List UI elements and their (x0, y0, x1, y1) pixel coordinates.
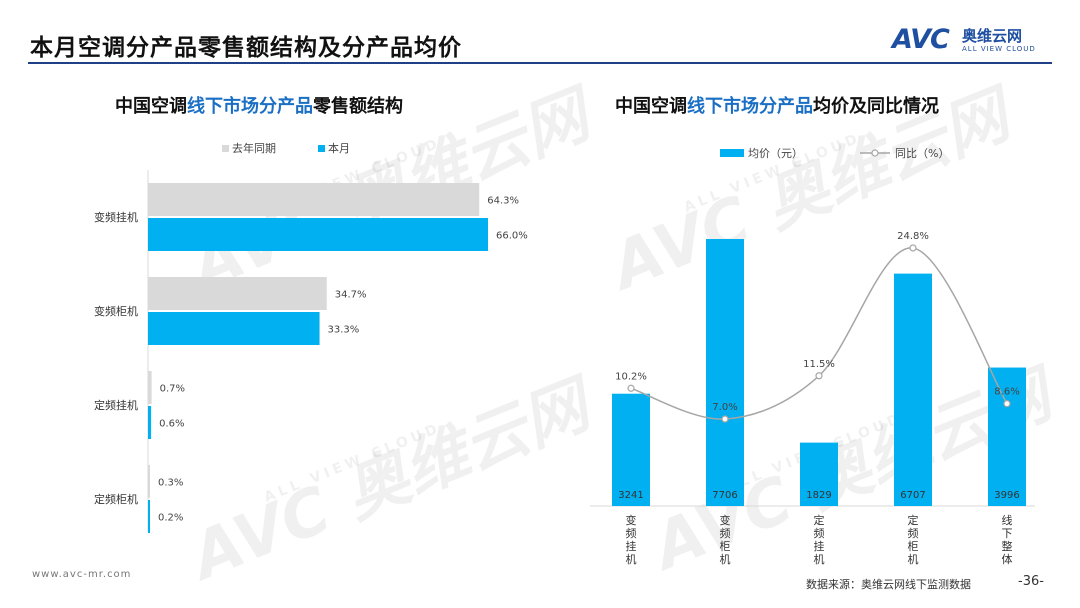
footer-source: 数据来源：奥维云网线下监测数据 (806, 578, 971, 591)
yoy-point (1003, 400, 1011, 408)
yoy-point (815, 372, 823, 380)
yoy-label: 7.0% (712, 402, 737, 413)
right-chart-title: 中国空调线下市场分产品均价及同比情况 (615, 96, 939, 117)
legend-label-last-year: 去年同期 (232, 141, 276, 155)
bar-value-label: 7706 (712, 490, 737, 501)
bar-avg-price (706, 239, 744, 506)
bar-last-year (148, 277, 327, 310)
data-label: 33.3% (328, 325, 360, 336)
legend-marker-yoy (871, 149, 879, 157)
page-number: -36- (1018, 574, 1044, 589)
avg-price-chart: 均价（元） 同比（%） 3241 变频挂机 7706 变频柜机 1829 定频挂机 6707… (590, 147, 1035, 566)
category-label: 变频挂机 (626, 513, 637, 566)
bar-current (148, 406, 152, 439)
category-label: 线下整体 (1002, 513, 1013, 566)
logo-cn-text: 奥维云网 (962, 27, 1023, 45)
yoy-line (630, 247, 1008, 420)
yoy-label: 10.2% (615, 371, 647, 382)
bar-current (148, 218, 488, 251)
yoy-label: 8.6% (994, 387, 1019, 398)
retail-structure-chart: 去年同期 本月 变频挂机 64.3% 66.0% 变频柜机 34.7% 33.3% 定频挂机… (94, 141, 528, 533)
legend-label-avg-price: 均价（元） (748, 147, 803, 160)
data-label: 64.3% (487, 196, 519, 207)
bar-last-year (148, 465, 150, 498)
title-divider (28, 62, 1052, 64)
category-label: 变频柜机 (720, 513, 731, 566)
data-label: 34.7% (335, 290, 367, 301)
data-label: 0.2% (158, 513, 183, 524)
yoy-label: 11.5% (803, 359, 835, 370)
data-label: 0.6% (159, 419, 184, 430)
category-label: 定频挂机 (94, 398, 138, 412)
data-label: 0.7% (160, 384, 185, 395)
legend-swatch-last-year (222, 145, 229, 152)
page-title: 本月空调分产品零售额结构及分产品均价 (30, 35, 462, 61)
footer-url: www.avc-mr.com (32, 569, 132, 580)
bar-value-label: 3241 (618, 490, 643, 501)
bar-value-label: 6707 (900, 490, 925, 501)
data-label: 0.3% (158, 478, 183, 489)
right-legend: 均价（元） 同比（%） (720, 147, 949, 160)
bar-last-year (148, 183, 480, 216)
logo-en-text: ALL VIEW CLOUD (962, 45, 1036, 53)
legend-label-current: 本月 (328, 141, 350, 155)
logo-main-text: AVC (892, 24, 950, 55)
category-label: 定频挂机 (814, 513, 825, 566)
bar-last-year (148, 371, 152, 404)
category-label: 变频柜机 (94, 304, 138, 318)
category-label: 变频挂机 (94, 210, 138, 224)
bar-avg-price (612, 393, 650, 506)
bar-current (148, 500, 150, 533)
bar-avg-price (800, 442, 838, 506)
left-legend: 去年同期 本月 (222, 141, 350, 155)
yoy-point (721, 415, 729, 423)
bar-avg-price (988, 367, 1026, 506)
bar-avg-price (894, 273, 932, 506)
bar-value-label: 1829 (806, 490, 831, 501)
yoy-point (627, 384, 635, 392)
category-label: 定频柜机 (908, 513, 919, 566)
yoy-label: 24.8% (897, 231, 929, 242)
left-chart-title: 中国空调线下市场分产品零售额结构 (115, 96, 403, 117)
legend-swatch-avg-price (720, 149, 744, 157)
bar-value-label: 3996 (994, 490, 1019, 501)
category-label: 定频柜机 (94, 492, 138, 506)
bar-current (148, 312, 320, 345)
data-label: 66.0% (496, 231, 528, 242)
yoy-point (909, 244, 917, 252)
legend-swatch-current (318, 145, 325, 152)
avc-logo: AVC 奥维云网 ALL VIEW CLOUD (892, 24, 1052, 58)
legend-label-yoy: 同比（%） (895, 147, 949, 160)
